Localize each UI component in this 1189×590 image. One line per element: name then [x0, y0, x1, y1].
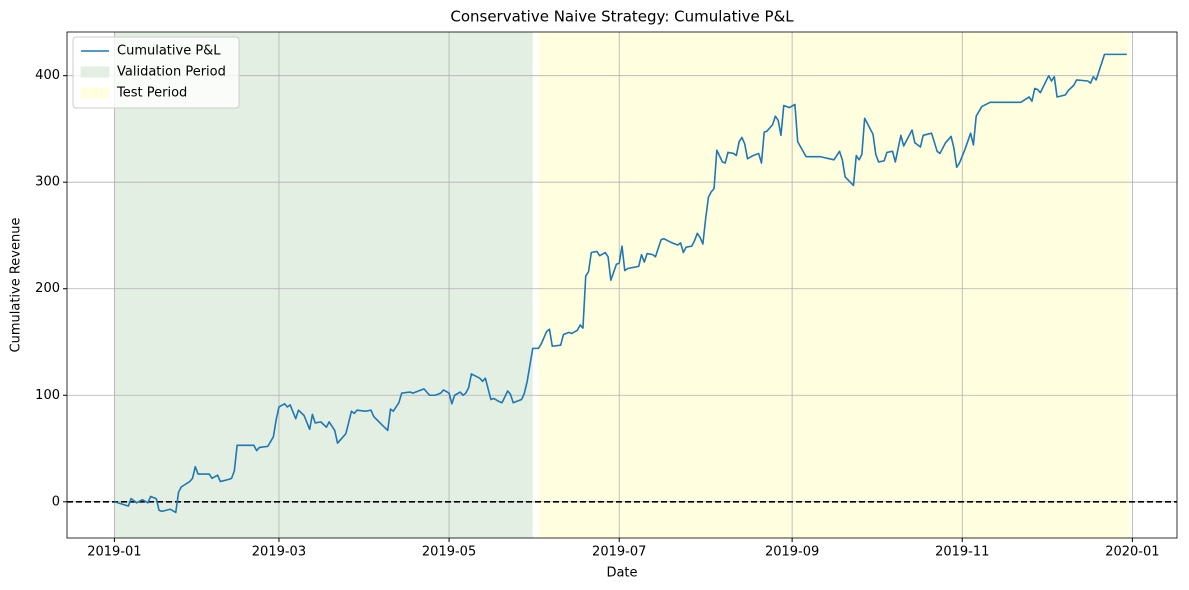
period-span [538, 32, 1130, 538]
x-tick-label: 2019-05 [422, 545, 476, 560]
y-axis-label: Cumulative Revenue [9, 218, 24, 353]
y-tick-label: 100 [35, 388, 60, 403]
x-axis-label: Date [606, 566, 637, 581]
y-tick-label: 0 [52, 494, 60, 509]
legend-label: Test Period [116, 86, 187, 101]
x-tick-label: 2019-01 [87, 545, 141, 560]
y-tick-label: 200 [35, 281, 60, 296]
legend-label: Validation Period [117, 65, 226, 80]
y-tick-label: 300 [35, 175, 60, 190]
y-tick-label: 400 [35, 68, 60, 83]
legend-label: Cumulative P&L [117, 44, 221, 59]
x-tick-label: 2019-03 [252, 545, 306, 560]
x-tick-label: 2019-09 [765, 545, 819, 560]
legend-box [72, 36, 240, 109]
data-line [114, 53, 1127, 514]
x-tick-label: 2020-01 [1105, 545, 1159, 560]
x-tick-label: 2019-07 [592, 545, 646, 560]
legend: Cumulative P&L Validation Period Test Peri… [72, 36, 240, 109]
x-tick-label: 2019-11 [935, 545, 989, 560]
legend-swatch [80, 87, 110, 99]
plot-frame [66, 31, 1178, 539]
chart-title: Conservative Naive Strategy: Cumulative … [450, 8, 794, 26]
period-span [114, 32, 533, 538]
legend-swatch [80, 66, 110, 78]
